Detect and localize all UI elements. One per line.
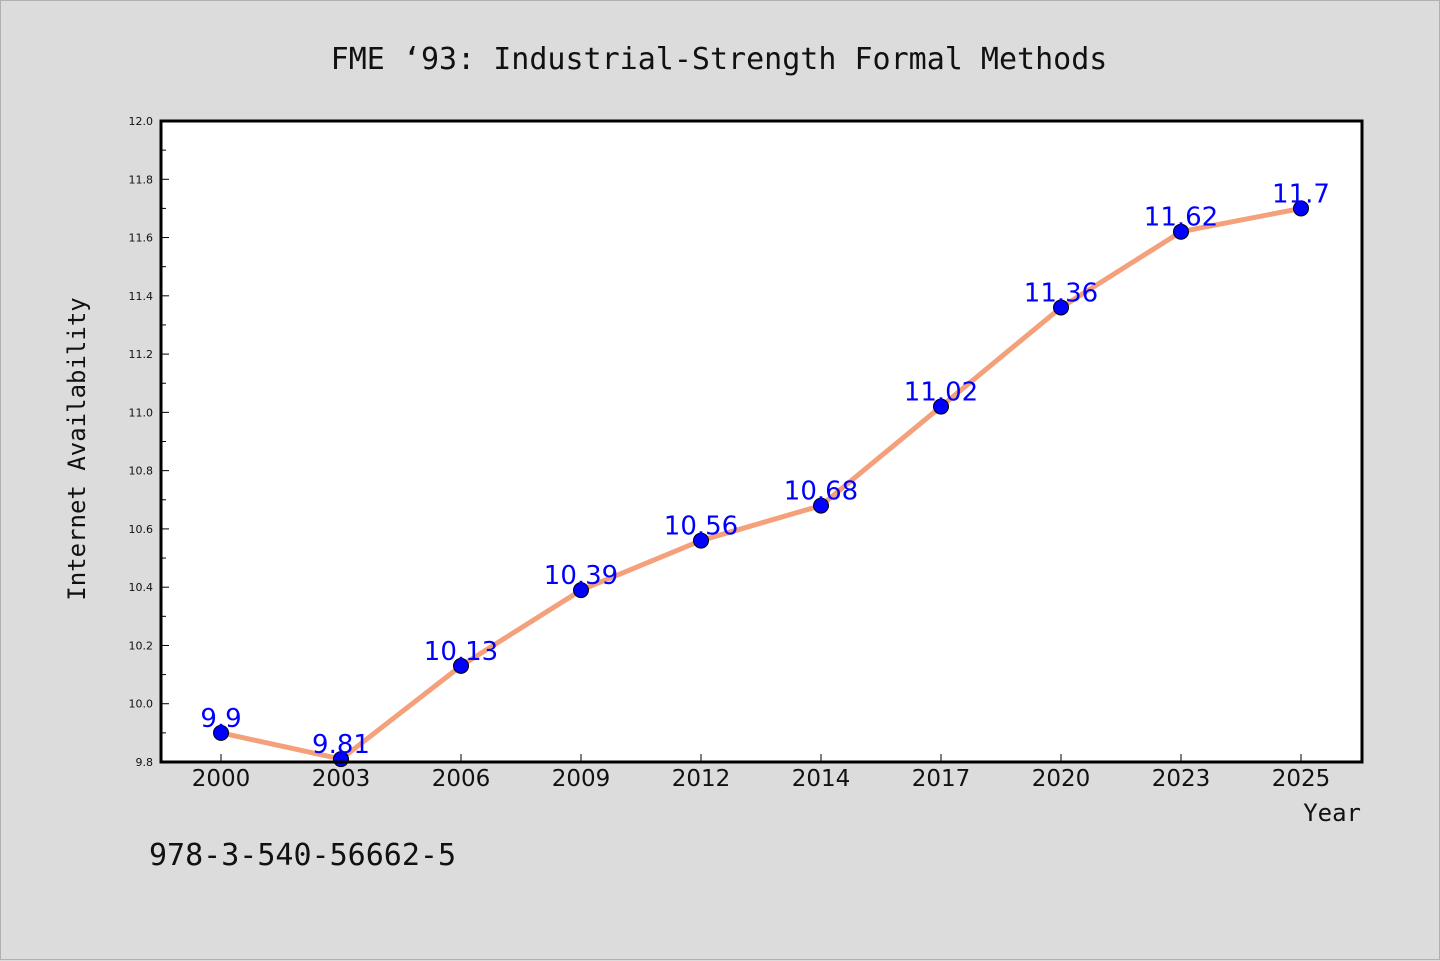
y-tick-label: 10.2 xyxy=(129,639,154,652)
data-point-marker xyxy=(213,724,229,741)
x-tick-label: 2003 xyxy=(312,766,371,792)
y-tick-label: 11.2 xyxy=(129,348,154,361)
y-tick-label: 10.8 xyxy=(129,465,154,478)
chart-title: FME ‘93: Industrial-Strength Formal Meth… xyxy=(331,42,1108,77)
data-point-marker xyxy=(573,582,589,599)
data-point-marker xyxy=(813,497,829,514)
data-value-label: 10.56 xyxy=(664,512,738,542)
data-value-label: 11.7 xyxy=(1272,179,1330,209)
data-point-marker xyxy=(693,532,709,549)
x-tick-label: 2017 xyxy=(912,766,971,792)
y-tick-label: 11.6 xyxy=(129,232,154,245)
data-value-label: 11.02 xyxy=(904,378,978,408)
data-value-label: 10.39 xyxy=(544,561,618,591)
data-point-marker xyxy=(1173,223,1189,240)
data-point-marker xyxy=(453,657,469,674)
data-value-label: 10.68 xyxy=(784,477,858,507)
y-tick-label: 10.0 xyxy=(129,698,154,711)
data-value-label: 11.62 xyxy=(1144,203,1218,233)
y-tick-label: 12.0 xyxy=(129,115,154,128)
data-value-label: 10.13 xyxy=(424,637,498,667)
x-tick-label: 2014 xyxy=(792,766,851,792)
x-tick-label: 2012 xyxy=(672,766,731,792)
data-point-marker xyxy=(1293,200,1309,217)
x-tick-label: 2020 xyxy=(1032,766,1091,792)
series-markers xyxy=(213,200,1309,768)
data-point-marker xyxy=(1053,299,1069,316)
plot-area xyxy=(161,121,1362,762)
plot-border xyxy=(159,119,1364,764)
data-value-label: 9.9 xyxy=(200,704,241,734)
x-tick-label: 2025 xyxy=(1272,766,1331,792)
data-value-label: 11.36 xyxy=(1024,278,1098,308)
data-value-label: 9.81 xyxy=(312,730,370,760)
y-tick-label: 9.8 xyxy=(136,756,154,769)
y-tick-label: 10.4 xyxy=(129,581,154,594)
data-labels: 9.9 9.81 10.13 10.39 10.56 10.68 11.02 11.36 11.… xyxy=(200,179,1330,760)
series-line xyxy=(220,205,1302,762)
x-tick-label: 2006 xyxy=(432,766,491,792)
x-axis-title: Year xyxy=(1303,799,1361,827)
x-tick-label: 2009 xyxy=(552,766,611,792)
data-point-marker xyxy=(933,398,949,415)
isbn-footer: 978-3-540-56662-5 xyxy=(149,838,456,873)
x-tick-label: 2000 xyxy=(192,766,251,792)
x-axis: 2000 2003 2006 2009 2012 2014 2017 2020 2023 2025 xyxy=(192,754,1331,792)
y-axis: 9.8 10.0 10.2 10.4 10.6 10.8 11.0 11.2 11.4 11.6 1… xyxy=(129,115,169,769)
y-axis-title: Internet Availability xyxy=(63,297,91,600)
x-tick-label: 2023 xyxy=(1152,766,1211,792)
y-tick-label: 10.6 xyxy=(129,523,154,536)
y-tick-label: 11.0 xyxy=(129,406,154,419)
y-tick-label: 11.4 xyxy=(129,290,154,303)
y-tick-label: 11.8 xyxy=(129,173,154,186)
